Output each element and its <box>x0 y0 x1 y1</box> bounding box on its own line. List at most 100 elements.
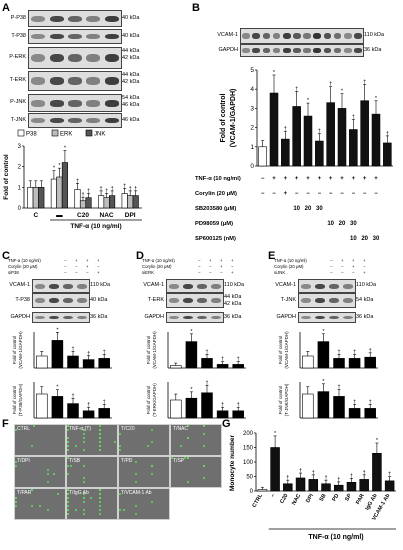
panel-c-row-2-band <box>62 315 74 320</box>
legend-label: ERK <box>60 132 72 138</box>
monocyte-dot <box>53 473 55 475</box>
significance-mark: † <box>299 468 302 474</box>
b-row-0-blot <box>240 28 364 44</box>
bar <box>85 197 92 209</box>
panel-e-row-0-band <box>342 283 354 289</box>
bar <box>201 392 213 419</box>
panel-c-treatment-sign: + <box>97 270 100 275</box>
panel-c-row-0-kda: 110 kDa <box>90 282 111 288</box>
b-row-1-kda: 36 kDa <box>364 46 382 53</box>
b-row-1-band <box>333 48 342 53</box>
bar <box>257 489 268 492</box>
panel-e-row-2-label: GAPDH <box>276 313 296 320</box>
panel-d-row-1-kda: 42 kDa <box>224 301 242 307</box>
micrograph-label: T/SB <box>69 458 81 464</box>
b-row-1-band <box>252 48 261 53</box>
a-row-0-band <box>104 15 119 22</box>
a-row-5-kda: 46 kDa <box>122 116 140 123</box>
x-tick-label: SB <box>319 493 328 503</box>
monocyte-dot <box>99 497 101 499</box>
monocyte-dot <box>119 509 121 511</box>
bar <box>371 113 381 167</box>
monocyte-dot <box>119 493 121 495</box>
y-axis-label: Fold of control <box>220 93 227 142</box>
monocyte-dot <box>135 513 137 515</box>
panel-label-b: B <box>192 2 200 14</box>
x-tick-label: DPI <box>125 212 136 219</box>
treatment-sign: + <box>272 176 276 182</box>
panel-d-treatment-sign: + <box>220 258 223 263</box>
panel-d-treatment-sign: − <box>231 264 234 269</box>
panel-d-row-2-label: GAPDH <box>144 313 164 320</box>
a-row-4-blot <box>28 94 122 112</box>
x-tick-label: CTRL <box>252 492 265 508</box>
monocyte-dot <box>99 501 101 503</box>
a-row-4-kda: 46 kDa <box>122 102 140 108</box>
legend-label: JNK <box>94 132 105 138</box>
b-row-0-band <box>303 33 311 40</box>
x-axis-label: TNF-α (10 ng/ml) <box>308 534 363 541</box>
panel-d-row-0-band <box>210 283 222 289</box>
significance-mark: † <box>87 188 90 194</box>
bar <box>51 396 64 419</box>
a-row-4-label: P-JNK <box>10 99 26 105</box>
monocyte-dot <box>67 437 69 439</box>
legend-label: P38 <box>26 132 37 138</box>
significance-mark: † <box>363 79 366 85</box>
monocyte-dot <box>99 493 101 495</box>
bar <box>185 397 198 419</box>
micrograph-label: T/IgG Ab <box>69 490 89 496</box>
b-row-1-label: GAPDH <box>218 46 238 53</box>
monocyte-dot <box>187 437 189 439</box>
a-row-3-band <box>86 77 101 85</box>
panel-c-treatment-sign: + <box>75 258 78 263</box>
significance-mark: † <box>284 126 287 132</box>
a-row-0-band <box>86 15 101 22</box>
panel-c-row-0-band <box>34 283 46 289</box>
monocyte-dot <box>203 425 205 427</box>
a-row-5-band <box>68 117 82 124</box>
monocyte-dot <box>151 501 153 503</box>
bar <box>27 187 34 209</box>
panel-d-row-2-kda: 36 kDa <box>224 313 242 320</box>
b-row-0-label: VCAM-1 <box>217 32 238 38</box>
panel-c-row-0-blot <box>32 279 90 293</box>
panel-d-row-1-band <box>210 297 222 304</box>
a-row-0-band <box>31 15 46 22</box>
bar <box>74 189 81 209</box>
monocyte-dot <box>123 509 125 511</box>
treatment-sign: − <box>295 191 299 197</box>
panel-e-row-1-label: T-JNK <box>280 296 296 303</box>
panel-e-row-0-band <box>314 283 326 289</box>
panel-label-f: F <box>2 418 9 430</box>
panel-d-row-1-band <box>182 297 194 304</box>
micrograph-tile: T/SB <box>66 456 118 488</box>
significance-mark: † <box>237 402 240 408</box>
panel-e-treatment-label: TNF-α (10 ng/ml) <box>274 258 307 263</box>
y-axis-label: (VCAM-1/GAPDH) <box>152 331 157 369</box>
y-axis-label: (T-P38/GAPDH) <box>18 383 23 416</box>
panel-d-row-0-band <box>168 283 180 289</box>
bar <box>281 138 290 167</box>
micrograph-tile: T/PAR <box>14 488 66 520</box>
bar <box>98 408 110 419</box>
panel-e-treatment-sign: + <box>363 258 366 263</box>
panel-e-row-0-label: VCAM-1 <box>275 282 296 288</box>
panel-d-chart-1: * † † † Fold of control (VCAM-1/GAPDH) <box>146 329 246 369</box>
monocyte-dot <box>15 497 17 499</box>
panel-e-treatment-sign: + <box>352 264 355 269</box>
monocyte-dot <box>147 445 149 447</box>
scale-bar <box>188 514 204 516</box>
panel-e-chart-2: * † † † Fold of control (T-JNK/GAPDH) <box>278 379 378 419</box>
monocyte-dot <box>67 449 69 451</box>
significance-mark: † <box>353 399 356 405</box>
y-axis-label: (VCAM-1/GAPDH) <box>230 89 237 148</box>
panel-d-treatment-label: Corylin (20 μM) <box>142 264 172 269</box>
bar <box>185 341 198 369</box>
panel-c-row-1-kda: 40 kDa <box>90 296 108 303</box>
significance-mark: * <box>307 98 310 104</box>
legend-swatch <box>51 129 59 137</box>
y-tick-label: 150 <box>243 446 254 452</box>
treatment-sign: + <box>318 176 322 182</box>
bar <box>308 479 319 492</box>
